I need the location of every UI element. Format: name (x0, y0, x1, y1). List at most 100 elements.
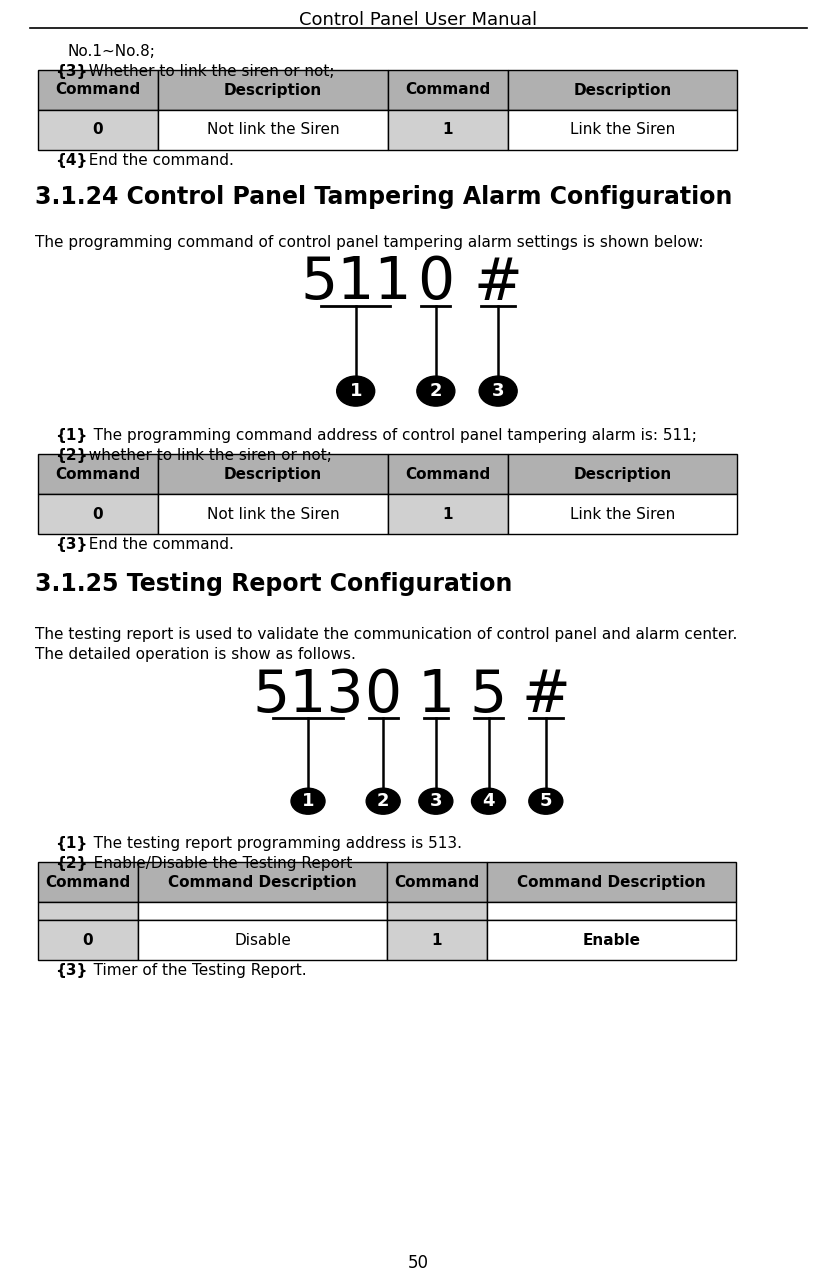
Text: 1: 1 (302, 792, 314, 810)
Bar (138, 862, 386, 903)
Ellipse shape (478, 376, 517, 406)
Text: 3: 3 (492, 382, 504, 400)
Text: 4: 4 (482, 792, 494, 810)
Text: Command: Command (394, 874, 479, 890)
Bar (138, 903, 386, 921)
Text: 1: 1 (442, 507, 453, 522)
Text: 3.1.24 Control Panel Tampering Alarm Configuration: 3.1.24 Control Panel Tampering Alarm Con… (35, 185, 731, 210)
Text: Timer of the Testing Report.: Timer of the Testing Report. (79, 963, 306, 979)
Bar (38, 862, 138, 903)
Text: 1: 1 (442, 122, 453, 138)
Bar (487, 862, 735, 903)
Bar (507, 69, 737, 111)
Text: Command Description: Command Description (517, 874, 705, 890)
Bar (507, 111, 737, 150)
Text: 0: 0 (93, 507, 103, 522)
Text: Command Description: Command Description (168, 874, 356, 890)
Bar (158, 494, 388, 534)
Text: The testing report is used to validate the communication of control panel and al: The testing report is used to validate t… (35, 628, 737, 642)
Text: 5: 5 (469, 666, 507, 724)
Text: 2: 2 (376, 792, 389, 810)
Text: Not link the Siren: Not link the Siren (206, 507, 339, 522)
Text: {4}: {4} (55, 153, 87, 168)
Ellipse shape (471, 788, 505, 814)
Text: {3}: {3} (55, 64, 87, 78)
Bar (158, 111, 388, 150)
Text: Description: Description (223, 467, 322, 481)
Bar (507, 494, 737, 534)
Bar (38, 69, 158, 111)
Ellipse shape (336, 376, 375, 406)
Text: 3: 3 (429, 792, 441, 810)
Text: 5: 5 (539, 792, 552, 810)
Text: Link the Siren: Link the Siren (569, 507, 675, 522)
Ellipse shape (528, 788, 562, 814)
Text: Description: Description (573, 467, 670, 481)
Bar (487, 903, 735, 921)
Text: {2}: {2} (55, 448, 88, 463)
Text: whether to link the siren or not;: whether to link the siren or not; (79, 448, 331, 463)
Ellipse shape (291, 788, 324, 814)
Text: 50: 50 (407, 1254, 428, 1272)
Text: 0: 0 (83, 932, 93, 948)
Text: {2}: {2} (55, 856, 88, 871)
Text: {1}: {1} (55, 836, 87, 851)
Bar (386, 903, 487, 921)
Bar (487, 921, 735, 961)
Text: 513: 513 (252, 666, 364, 724)
Text: 0: 0 (93, 122, 103, 138)
Text: Not link the Siren: Not link the Siren (206, 122, 339, 138)
Ellipse shape (416, 376, 454, 406)
Text: The detailed operation is show as follows.: The detailed operation is show as follow… (35, 647, 355, 662)
Text: End the command.: End the command. (79, 538, 233, 552)
Text: 1: 1 (431, 932, 441, 948)
Bar (507, 454, 737, 494)
Bar (386, 921, 487, 961)
Bar (38, 111, 158, 150)
Bar (158, 454, 388, 494)
Text: Whether to link the siren or not;: Whether to link the siren or not; (79, 64, 334, 78)
Text: #: # (473, 255, 522, 311)
Text: 2: 2 (429, 382, 441, 400)
Text: 0: 0 (364, 666, 401, 724)
Bar (138, 921, 386, 961)
Text: Command: Command (55, 467, 140, 481)
Ellipse shape (365, 788, 400, 814)
Text: Enable: Enable (582, 932, 640, 948)
Text: No.1~No.8;: No.1~No.8; (68, 44, 155, 59)
Text: {3}: {3} (55, 963, 87, 979)
Bar (388, 494, 507, 534)
Text: Description: Description (573, 82, 670, 98)
Bar (38, 494, 158, 534)
Text: Command: Command (45, 874, 130, 890)
Text: The programming command address of control panel tampering alarm is: 511;: The programming command address of contr… (79, 428, 696, 444)
Text: Link the Siren: Link the Siren (569, 122, 675, 138)
Text: 0: 0 (417, 255, 454, 311)
Bar (388, 454, 507, 494)
Text: 1: 1 (417, 666, 454, 724)
Text: The testing report programming address is 513.: The testing report programming address i… (79, 836, 461, 851)
Text: The programming command of control panel tampering alarm settings is shown below: The programming command of control panel… (35, 235, 703, 249)
Text: Disable: Disable (234, 932, 291, 948)
Bar (386, 862, 487, 903)
Text: End the command.: End the command. (79, 153, 233, 168)
Bar (38, 903, 138, 921)
Text: 511: 511 (299, 255, 411, 311)
Text: Description: Description (223, 82, 322, 98)
Text: {1}: {1} (55, 428, 87, 444)
Text: Command: Command (405, 467, 490, 481)
Text: 1: 1 (349, 382, 361, 400)
Text: #: # (521, 666, 569, 724)
Bar (388, 69, 507, 111)
Bar (158, 69, 388, 111)
Ellipse shape (418, 788, 452, 814)
Bar (388, 111, 507, 150)
Text: Command: Command (55, 82, 140, 98)
Text: 3.1.25 Testing Report Configuration: 3.1.25 Testing Report Configuration (35, 572, 512, 597)
Text: Enable/Disable the Testing Report: Enable/Disable the Testing Report (79, 856, 352, 871)
Text: Command: Command (405, 82, 490, 98)
Bar (38, 921, 138, 961)
Text: Control Panel User Manual: Control Panel User Manual (298, 12, 537, 30)
Text: {3}: {3} (55, 538, 87, 552)
Bar (38, 454, 158, 494)
